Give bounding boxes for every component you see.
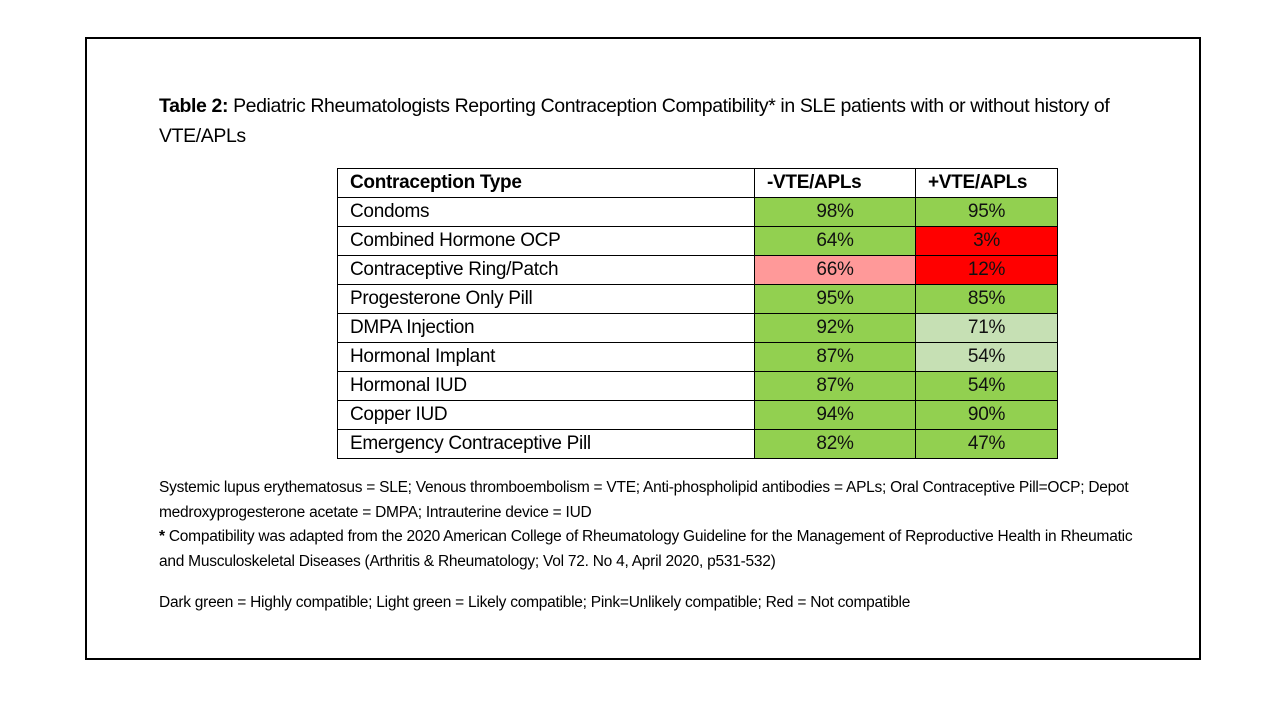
cell-pos-vte-apls: 3%: [915, 226, 1058, 256]
cell-pos-vte-apls: 90%: [915, 400, 1058, 430]
cell-neg-vte-apls: 87%: [754, 342, 916, 372]
header-contraception-type: Contraception Type: [337, 168, 755, 198]
cell-contraception-type: Hormonal IUD: [337, 371, 755, 401]
table-row: Hormonal Implant 87% 54%: [337, 342, 1058, 372]
table-row: Contraceptive Ring/Patch 66% 12%: [337, 255, 1058, 285]
cell-pos-vte-apls: 12%: [915, 255, 1058, 285]
cell-neg-vte-apls: 94%: [754, 400, 916, 430]
cell-neg-vte-apls: 87%: [754, 371, 916, 401]
cell-contraception-type: Progesterone Only Pill: [337, 284, 755, 314]
compatibility-source-note: * Compatibility was adapted from the 202…: [159, 525, 1159, 574]
cell-neg-vte-apls: 82%: [754, 429, 916, 459]
contraception-table: Contraception Type -VTE/APLs +VTE/APLs C…: [337, 168, 1058, 459]
cell-contraception-type: Contraceptive Ring/Patch: [337, 255, 755, 285]
cell-neg-vte-apls: 95%: [754, 284, 916, 314]
cell-contraception-type: Hormonal Implant: [337, 342, 755, 372]
cell-neg-vte-apls: 98%: [754, 197, 916, 227]
table-row: Emergency Contraceptive Pill 82% 47%: [337, 429, 1058, 459]
table-title-text: Pediatric Rheumatologists Reporting Cont…: [159, 95, 1110, 147]
table-header-row: Contraception Type -VTE/APLs +VTE/APLs: [337, 168, 1058, 198]
compatibility-source-text: Compatibility was adapted from the 2020 …: [159, 528, 1133, 570]
cell-neg-vte-apls: 66%: [754, 255, 916, 285]
cell-neg-vte-apls: 64%: [754, 226, 916, 256]
cell-neg-vte-apls: 92%: [754, 313, 916, 343]
asterisk-marker: *: [159, 528, 165, 545]
table-row: DMPA Injection 92% 71%: [337, 313, 1058, 343]
cell-pos-vte-apls: 54%: [915, 342, 1058, 372]
cell-contraception-type: DMPA Injection: [337, 313, 755, 343]
table-row: Progesterone Only Pill 95% 85%: [337, 284, 1058, 314]
table-row: Condoms 98% 95%: [337, 197, 1058, 227]
cell-contraception-type: Condoms: [337, 197, 755, 227]
slide-frame: [85, 37, 1201, 660]
cell-contraception-type: Emergency Contraceptive Pill: [337, 429, 755, 459]
cell-pos-vte-apls: 54%: [915, 371, 1058, 401]
table-title-label: Table 2:: [159, 95, 229, 117]
table-row: Copper IUD 94% 90%: [337, 400, 1058, 430]
cell-pos-vte-apls: 47%: [915, 429, 1058, 459]
abbreviations-note: Systemic lupus erythematosus = SLE; Veno…: [159, 479, 1129, 521]
cell-pos-vte-apls: 95%: [915, 197, 1058, 227]
table-row: Hormonal IUD 87% 54%: [337, 371, 1058, 401]
header-pos-vte-apls: +VTE/APLs: [915, 168, 1058, 198]
footnotes: Systemic lupus erythematosus = SLE; Veno…: [159, 476, 1159, 616]
cell-contraception-type: Copper IUD: [337, 400, 755, 430]
header-neg-vte-apls: -VTE/APLs: [754, 168, 916, 198]
cell-contraception-type: Combined Hormone OCP: [337, 226, 755, 256]
cell-pos-vte-apls: 71%: [915, 313, 1058, 343]
table-title: Table 2: Pediatric Rheumatologists Repor…: [159, 91, 1119, 151]
cell-pos-vte-apls: 85%: [915, 284, 1058, 314]
color-legend-note: Dark green = Highly compatible; Light gr…: [159, 594, 911, 611]
table-row: Combined Hormone OCP 64% 3%: [337, 226, 1058, 256]
